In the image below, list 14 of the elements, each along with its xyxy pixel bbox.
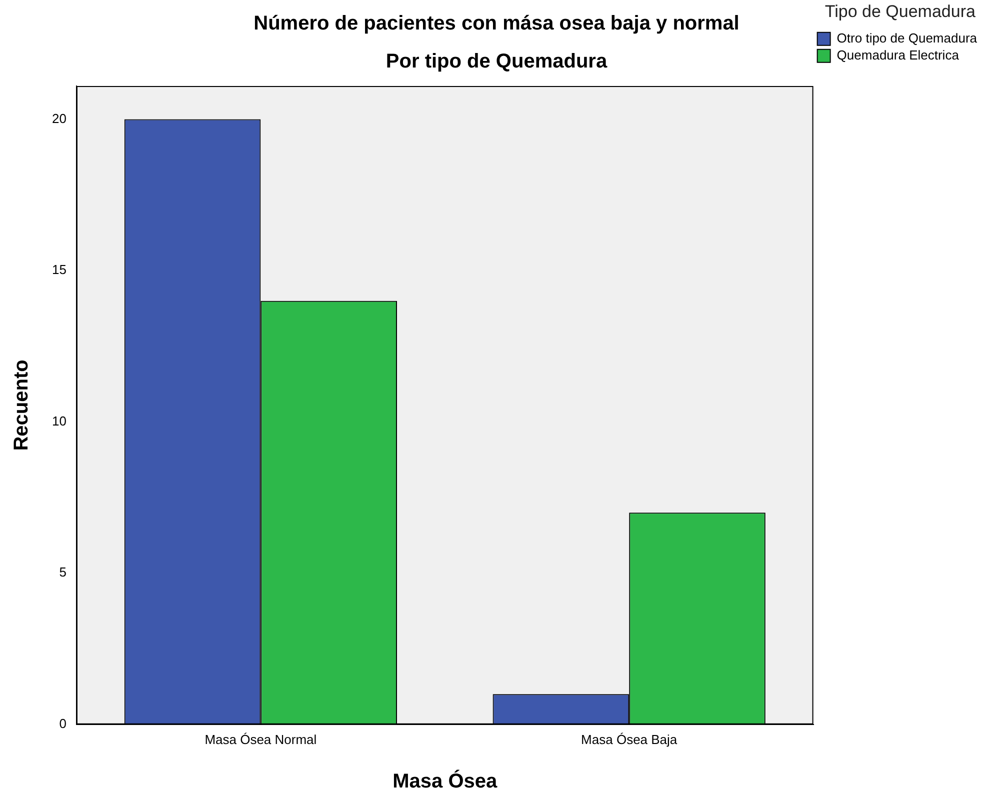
y-tick-label: 20 [52, 110, 66, 126]
y-tick-label: 15 [52, 262, 66, 278]
y-axis-title: Recuento [10, 360, 33, 451]
y-tick-label: 0 [59, 716, 66, 731]
x-tick-label: Masa Ósea Normal [204, 732, 317, 747]
y-tick-label: 5 [59, 564, 66, 580]
legend-label: Otro tipo de Quemadura [836, 30, 978, 46]
chart-title: Número de pacientes con mása osea baja y normal [254, 12, 740, 35]
legend-title: Tipo de Quemadura [824, 2, 976, 22]
chart-subtitle: Por tipo de Quemadura [386, 50, 608, 73]
y-tick-label: 10 [52, 413, 66, 428]
x-axis-title: Masa Ósea [392, 770, 498, 793]
x-tick-label: Masa Ósea Baja [581, 732, 678, 747]
legend-label: Quemadura Electrica [836, 47, 960, 62]
